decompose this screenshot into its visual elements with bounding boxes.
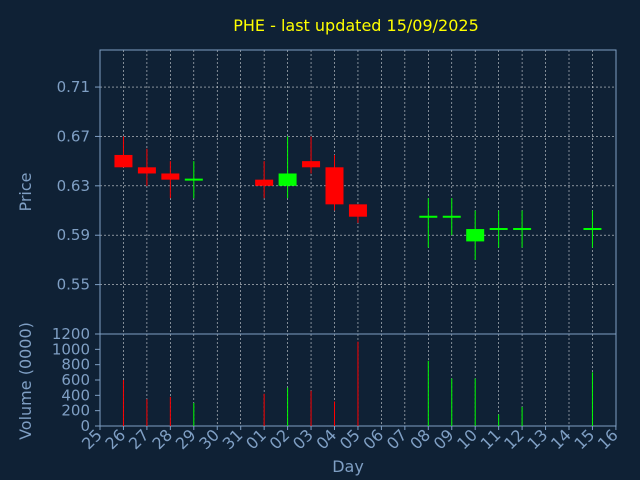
volume-y-tick-label: 200 — [61, 402, 90, 420]
x-axis-label: Day — [332, 457, 364, 476]
price-y-tick-label: 0.63 — [57, 177, 90, 195]
candle-body — [161, 173, 180, 180]
price-y-tick-label: 0.55 — [57, 276, 90, 294]
price-y-tick-label: 0.59 — [57, 226, 90, 244]
volume-y-tick-label: 1000 — [52, 340, 90, 358]
candle-body — [348, 204, 367, 217]
candle-body — [302, 161, 321, 168]
volume-y-tick-label: 400 — [61, 386, 90, 404]
candle-body — [137, 167, 156, 174]
x-tick-labels: 2526272829303101020304050607080910111213… — [78, 425, 622, 453]
candle-body — [255, 179, 274, 186]
candle-body — [466, 229, 485, 242]
candle-body — [325, 167, 344, 205]
volume-y-tick-label: 600 — [61, 371, 90, 389]
volume-y-tick-label: 0 — [80, 417, 90, 435]
price-axis-label: Price — [16, 172, 35, 211]
chart-title: PHE - last updated 15/09/2025 — [233, 16, 479, 35]
volume-y-tick-label: 800 — [61, 356, 90, 374]
volume-axis-label: Volume (0000) — [16, 322, 35, 440]
candle-body — [278, 173, 297, 186]
price-y-tick-label: 0.67 — [57, 127, 90, 145]
price-y-tick-label: 0.71 — [57, 78, 90, 96]
volume-y-tick-label: 1200 — [52, 325, 90, 343]
candle-body — [114, 154, 133, 168]
x-tick-label: 16 — [594, 425, 622, 453]
price-panel: 0.71 0.67 0.63 0.59 0.55 — [57, 49, 617, 335]
